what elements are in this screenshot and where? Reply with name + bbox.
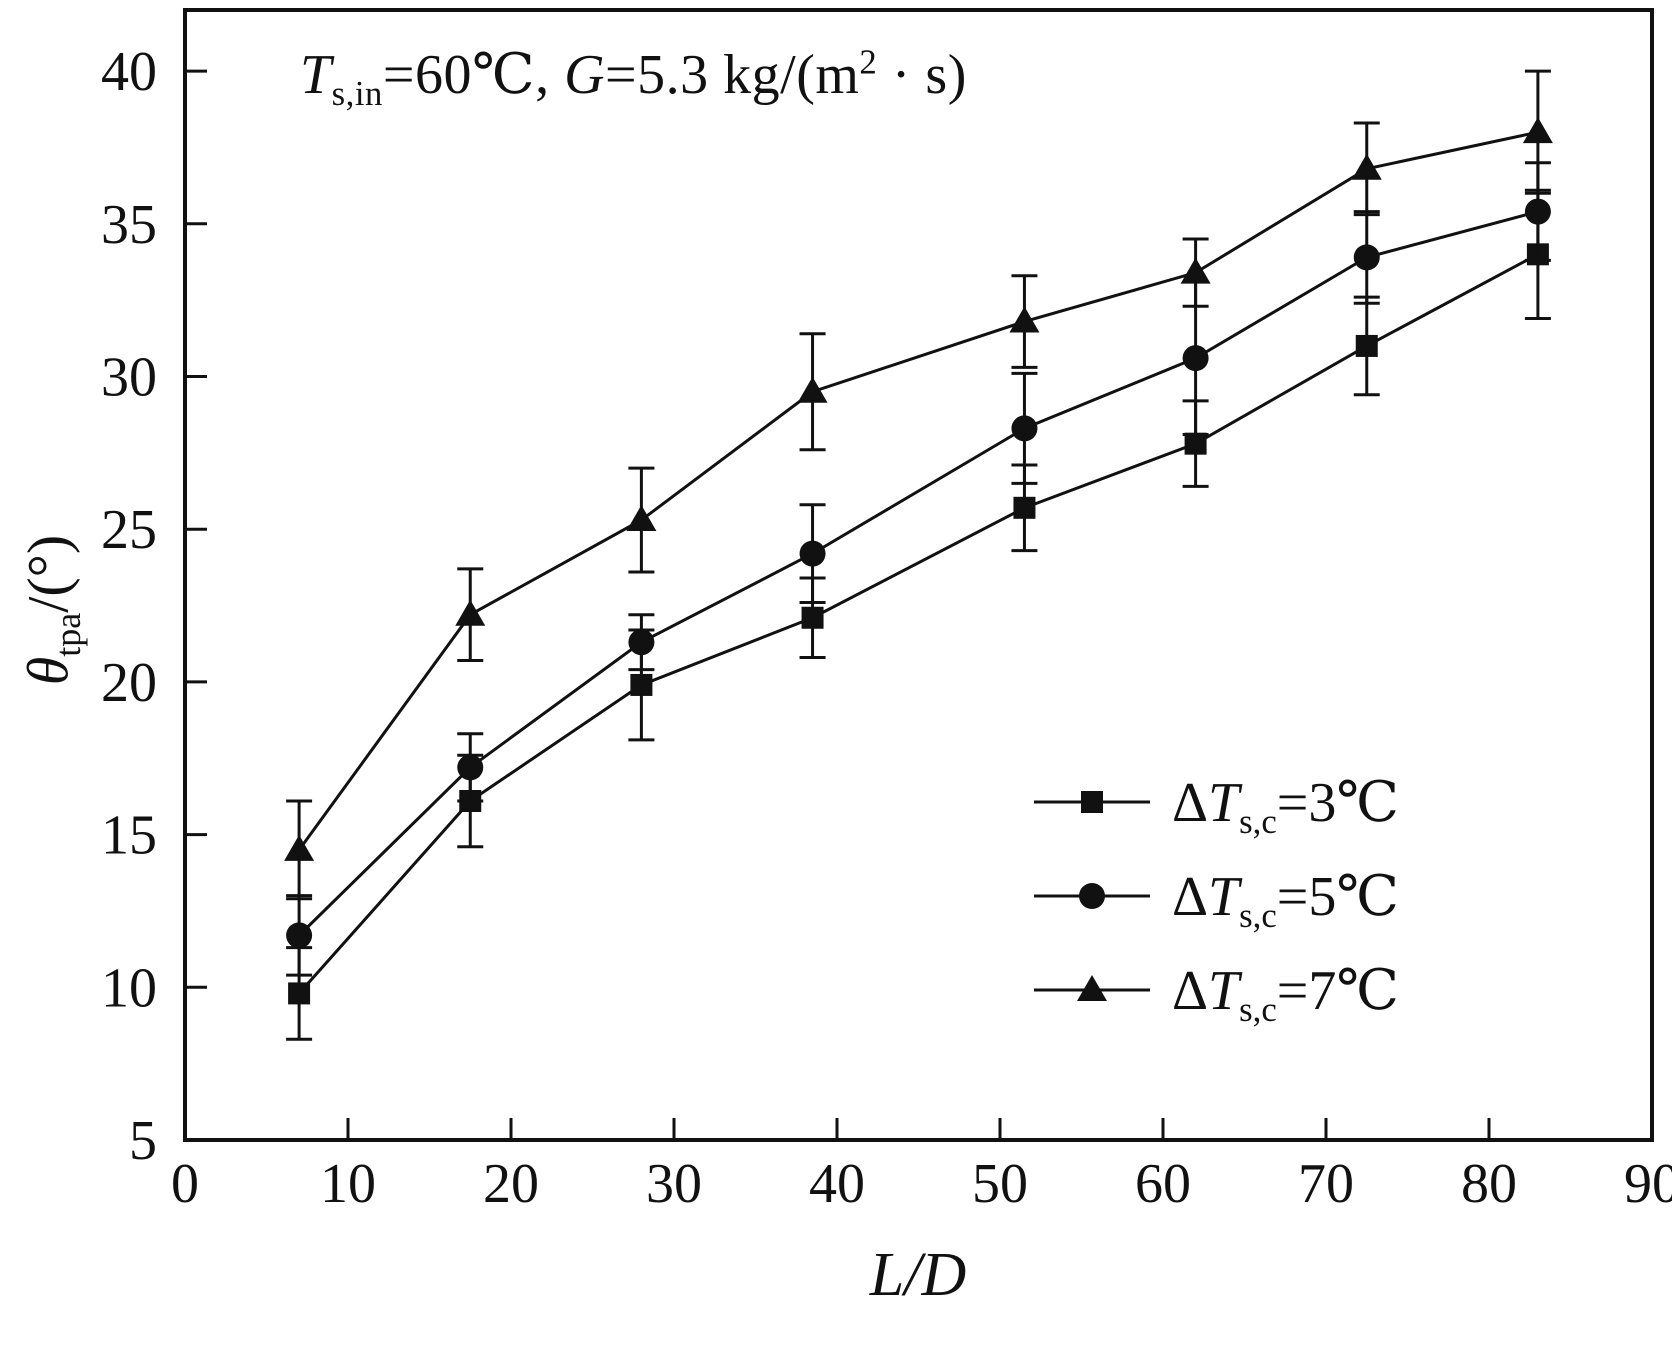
y-axis-symbol: θ bbox=[15, 656, 81, 686]
svg-text:30: 30 bbox=[101, 346, 157, 408]
legend: ΔTs,c=3℃ ΔTs,c=5℃ ΔTs,c=7℃ bbox=[1032, 760, 1399, 1032]
svg-text:90: 90 bbox=[1624, 1153, 1672, 1215]
svg-text:20: 20 bbox=[483, 1153, 539, 1215]
y-axis-subscript: tpa bbox=[48, 612, 89, 657]
legend-label-3c: ΔTs,c=3℃ bbox=[1172, 771, 1400, 841]
svg-text:30: 30 bbox=[646, 1153, 702, 1215]
y-axis-label: θtpa/(°) bbox=[15, 534, 89, 686]
x-axis-label: L/D bbox=[869, 1241, 967, 1309]
annotation-sub-sin: s,in bbox=[331, 74, 383, 114]
triangle-marker-icon bbox=[1034, 975, 1150, 1001]
svg-text:10: 10 bbox=[320, 1153, 376, 1215]
svg-text:0: 0 bbox=[171, 1153, 199, 1215]
annotation-mid: =60℃, bbox=[382, 44, 565, 106]
square-marker-icon bbox=[1034, 791, 1150, 813]
legend-row-3c: ΔTs,c=3℃ bbox=[1032, 760, 1399, 844]
chart-condition-annotation: Ts,in=60℃, G=5.3 kg/(m2 · s) bbox=[300, 42, 967, 111]
svg-text:70: 70 bbox=[1298, 1153, 1354, 1215]
legend-row-7c: ΔTs,c=7℃ bbox=[1032, 948, 1399, 1032]
annotation-sup-2: 2 bbox=[859, 42, 878, 82]
legend-label-7c: ΔTs,c=7℃ bbox=[1172, 959, 1400, 1029]
annotation-tail: =5.3 kg/(m bbox=[605, 44, 860, 106]
svg-text:20: 20 bbox=[101, 652, 157, 714]
legend-row-5c: ΔTs,c=5℃ bbox=[1032, 854, 1399, 938]
legend-label-5c: ΔTs,c=5℃ bbox=[1172, 865, 1400, 935]
svg-text:15: 15 bbox=[101, 805, 157, 867]
svg-text:80: 80 bbox=[1461, 1153, 1517, 1215]
circle-marker-icon bbox=[1034, 883, 1150, 909]
svg-text:40: 40 bbox=[101, 41, 157, 103]
svg-text:50: 50 bbox=[972, 1153, 1028, 1215]
svg-text:35: 35 bbox=[101, 194, 157, 256]
svg-text:40: 40 bbox=[809, 1153, 865, 1215]
y-axis-units: /(°) bbox=[15, 534, 81, 613]
svg-text:25: 25 bbox=[101, 499, 157, 561]
annotation-end: · s) bbox=[877, 44, 967, 106]
annotation-symbol-T: T bbox=[300, 44, 332, 106]
svg-text:5: 5 bbox=[129, 1110, 157, 1172]
annotation-symbol-G: G bbox=[564, 44, 606, 106]
svg-text:10: 10 bbox=[101, 957, 157, 1019]
svg-text:60: 60 bbox=[1135, 1153, 1191, 1215]
